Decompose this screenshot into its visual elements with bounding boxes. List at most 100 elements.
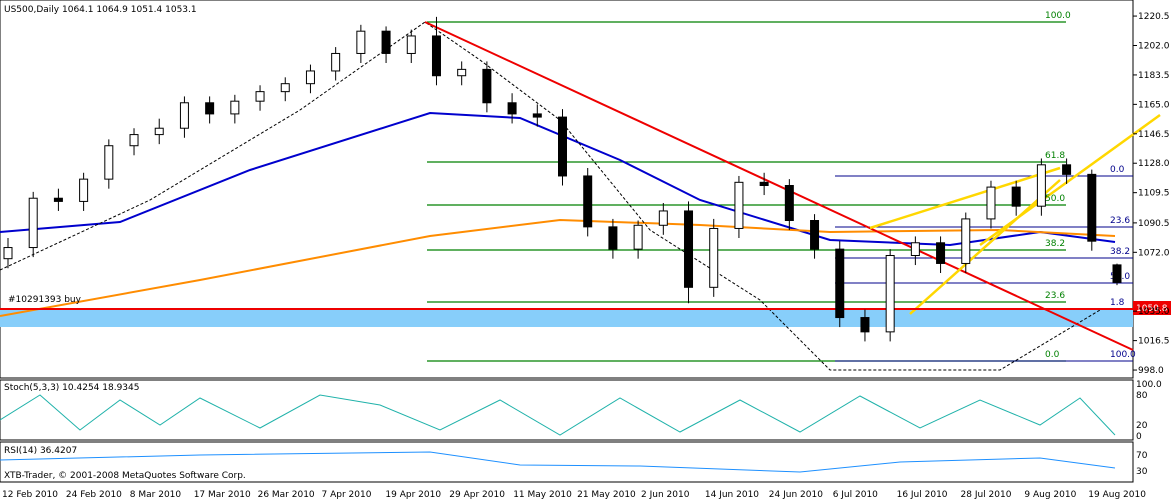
fib-label: 0.0 — [1110, 165, 1125, 175]
candle-body — [406, 35, 416, 54]
x-tick-label: 29 Apr 2010 — [449, 490, 505, 500]
candle-body — [381, 30, 391, 54]
x-tick-label: 14 Jun 2010 — [705, 490, 759, 500]
fib-label: 23.6 — [1110, 216, 1130, 226]
candle-body — [79, 178, 89, 202]
fib-label: 38.2 — [1045, 239, 1065, 249]
candle-body — [1062, 164, 1072, 175]
rsi-title: RSI(14) 36.4207 — [4, 446, 77, 456]
footer: XTB-Trader, © 2001-2008 MetaQuotes Softw… — [4, 471, 246, 481]
rsi-tick: 30 — [1136, 467, 1148, 477]
stoch-line — [0, 394, 1116, 436]
stoch-tick: 0 — [1136, 432, 1142, 442]
candle-body — [53, 197, 63, 202]
rsi-line — [0, 451, 1116, 473]
price-label: 1050.8 — [1136, 304, 1168, 314]
x-tick-label: 16 Jul 2010 — [897, 490, 948, 500]
candle-body — [759, 181, 769, 186]
candle-body — [835, 248, 845, 319]
fib-label: 100.0 — [1110, 350, 1136, 360]
candle-body — [205, 102, 215, 115]
x-tick-label: 12 Feb 2010 — [2, 490, 58, 500]
x-tick-label: 2 Jun 2010 — [641, 490, 690, 500]
candle-body — [305, 70, 315, 85]
rsi-tick: 70 — [1136, 451, 1148, 461]
candle-body — [255, 91, 265, 102]
price-box — [1133, 301, 1171, 315]
candle-body — [910, 242, 920, 256]
x-tick-label: 6 Jul 2010 — [833, 490, 878, 500]
y-tick-label: 1146.5 — [1138, 130, 1170, 140]
y-tick-label: 1202.0 — [1138, 42, 1170, 52]
y-tick-label: 1183.5 — [1138, 71, 1170, 81]
y-tick-label: 1220.5 — [1138, 12, 1170, 22]
fib-levels — [427, 21, 1133, 362]
candle-body — [3, 247, 13, 260]
candle-body — [961, 218, 971, 264]
fib-label: 23.6 — [1045, 291, 1065, 301]
chart-title: US500,Daily 1064.1 1064.9 1051.4 1053.1 — [4, 5, 197, 15]
candle-body — [129, 134, 139, 147]
candle-body — [583, 175, 593, 228]
candle-body — [154, 127, 164, 136]
candle-body — [356, 30, 366, 54]
x-tick-label: 21 May 2010 — [577, 490, 636, 500]
candle-body — [734, 181, 744, 229]
y-tick-label: 1128.0 — [1138, 159, 1170, 169]
candle-body — [608, 226, 618, 250]
fib-label: 100.0 — [1045, 11, 1071, 21]
candle-body — [507, 102, 517, 115]
candle-body — [810, 220, 820, 250]
x-tick-label: 9 Aug 2010 — [1024, 490, 1076, 500]
x-tick-label: 24 Jun 2010 — [769, 490, 823, 500]
fib-label: 38.2 — [1110, 247, 1130, 257]
candle-body — [1011, 186, 1021, 207]
candle-body — [331, 52, 341, 72]
candle-body — [431, 35, 441, 77]
candle-body — [28, 197, 38, 249]
candle-body — [482, 68, 492, 104]
candle-body — [280, 83, 290, 93]
fib-label: 0.0 — [1045, 350, 1060, 360]
x-tick-label: 11 May 2010 — [513, 490, 572, 500]
candle-body — [633, 224, 643, 250]
x-tick-label: 17 Mar 2010 — [194, 490, 251, 500]
ma-orange — [0, 218, 1116, 317]
ma-blue — [0, 111, 1116, 247]
candle-body — [885, 255, 895, 333]
trendline — [424, 21, 1134, 351]
stoch-title: Stoch(5,3,3) 10.4254 18.9345 — [4, 383, 139, 393]
channel — [909, 179, 1061, 315]
channel — [869, 166, 1061, 230]
zone — [0, 309, 1133, 327]
candle-body — [860, 317, 870, 333]
candle-body — [709, 227, 719, 288]
x-tick-label: 8 Mar 2010 — [130, 490, 182, 500]
y-tick-label: 1165.0 — [1138, 100, 1170, 110]
position-label: #10291393 buy — [8, 295, 82, 305]
candle-body — [457, 68, 467, 77]
x-tick-label: 24 Feb 2010 — [66, 490, 122, 500]
fib-label: 50.0 — [1045, 194, 1065, 204]
y-tick-label: 1035.0 — [1138, 307, 1170, 317]
candle-body — [986, 186, 996, 220]
candle-body — [1036, 164, 1046, 207]
candle-body — [230, 100, 240, 115]
y-tick-label: 1090.5 — [1138, 219, 1170, 229]
stoch-tick: 20 — [1136, 421, 1148, 431]
fib-label: 61.8 — [1045, 151, 1065, 161]
candle-body — [684, 210, 694, 288]
x-tick-label: 28 Jul 2010 — [961, 490, 1012, 500]
stoch-tick: 80 — [1136, 391, 1148, 401]
rsi-window — [0, 441, 1134, 483]
candle-body — [658, 210, 668, 226]
candle-body — [1087, 173, 1097, 242]
channel — [979, 113, 1161, 247]
stoch-tick: 100.0 — [1136, 380, 1162, 390]
candle-body — [1112, 264, 1122, 283]
y-tick-label: 1109.5 — [1138, 189, 1170, 199]
candle-body — [104, 145, 114, 180]
candle-body — [532, 113, 542, 118]
candle-body — [936, 242, 946, 264]
